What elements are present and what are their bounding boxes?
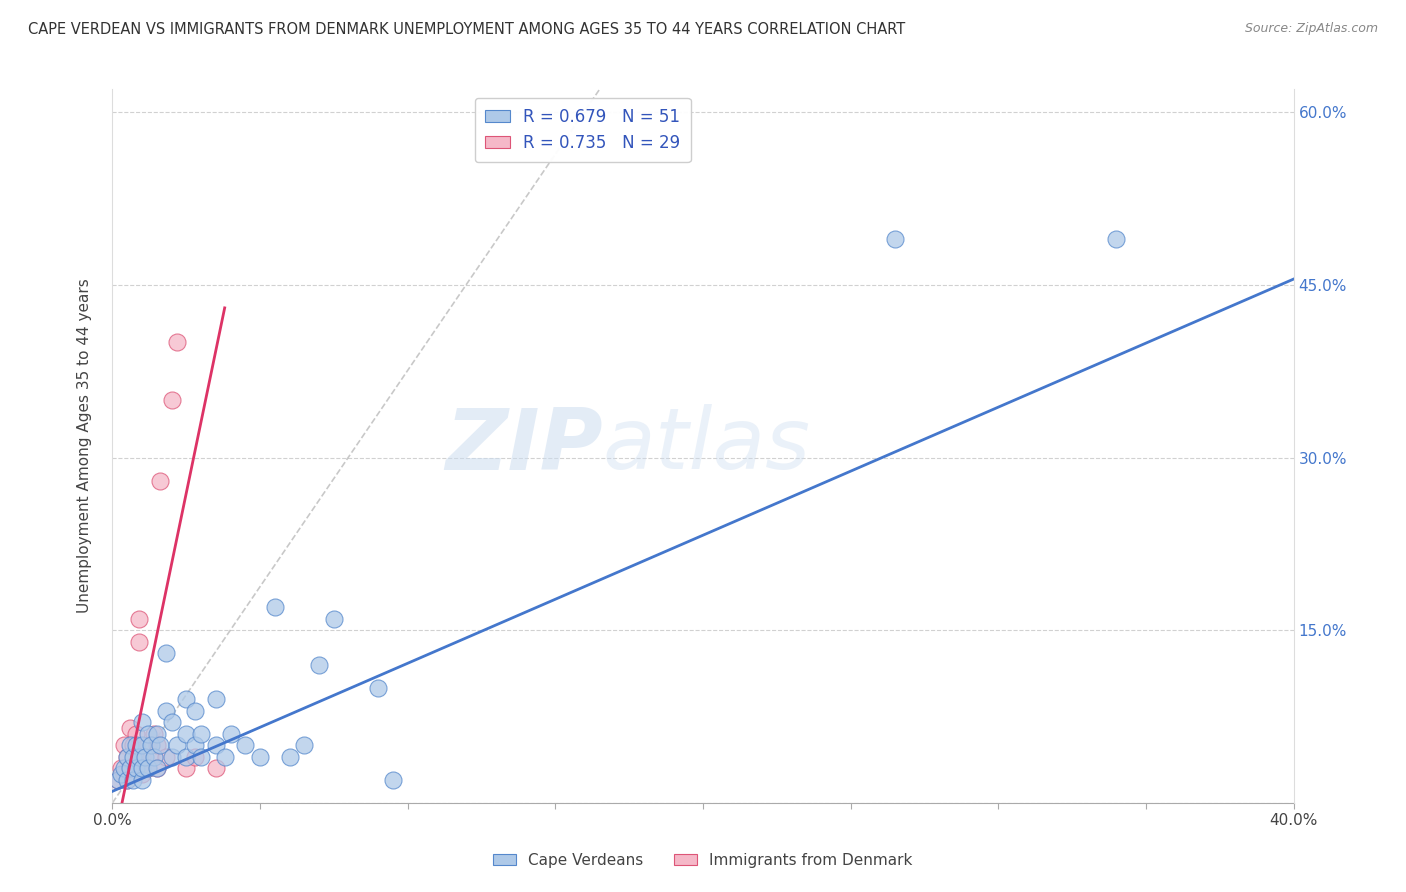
Point xyxy=(264,600,287,615)
Point xyxy=(160,392,183,407)
Point xyxy=(112,738,135,752)
Point xyxy=(174,692,197,706)
Point xyxy=(120,721,142,735)
Point xyxy=(184,704,207,718)
Point xyxy=(155,646,177,660)
Point xyxy=(125,727,148,741)
Point xyxy=(184,749,207,764)
Point xyxy=(107,772,129,787)
Point xyxy=(149,738,172,752)
Point xyxy=(128,612,150,626)
Point xyxy=(219,727,242,741)
Point xyxy=(166,335,188,350)
Point xyxy=(184,738,207,752)
Point xyxy=(120,761,142,775)
Point xyxy=(134,749,156,764)
Point xyxy=(110,767,132,781)
Point xyxy=(125,761,148,775)
Point xyxy=(155,749,177,764)
Point xyxy=(122,772,145,787)
Point xyxy=(205,692,228,706)
Point xyxy=(107,772,129,787)
Point xyxy=(142,727,165,741)
Point xyxy=(139,738,162,752)
Point xyxy=(139,749,162,764)
Point xyxy=(117,772,138,787)
Point xyxy=(131,767,153,781)
Point xyxy=(292,738,315,752)
Point xyxy=(131,749,153,764)
Point xyxy=(233,738,256,752)
Point xyxy=(160,715,183,730)
Point xyxy=(149,474,172,488)
Point xyxy=(146,761,169,775)
Point xyxy=(142,749,165,764)
Point xyxy=(278,749,301,764)
Point xyxy=(131,772,153,787)
Point xyxy=(205,761,228,775)
Text: Source: ZipAtlas.com: Source: ZipAtlas.com xyxy=(1244,22,1378,36)
Point xyxy=(190,727,212,741)
Legend: R = 0.679   N = 51, R = 0.735   N = 29: R = 0.679 N = 51, R = 0.735 N = 29 xyxy=(475,97,690,161)
Point xyxy=(1105,232,1128,246)
Y-axis label: Unemployment Among Ages 35 to 44 years: Unemployment Among Ages 35 to 44 years xyxy=(77,278,91,614)
Text: atlas: atlas xyxy=(603,404,811,488)
Text: CAPE VERDEAN VS IMMIGRANTS FROM DENMARK UNEMPLOYMENT AMONG AGES 35 TO 44 YEARS C: CAPE VERDEAN VS IMMIGRANTS FROM DENMARK … xyxy=(28,22,905,37)
Point xyxy=(131,761,153,775)
Point xyxy=(120,738,142,752)
Point xyxy=(174,727,197,741)
Point xyxy=(166,738,188,752)
Point xyxy=(146,738,169,752)
Point xyxy=(122,749,145,764)
Point xyxy=(112,767,135,781)
Point xyxy=(136,761,159,775)
Point xyxy=(205,738,228,752)
Point xyxy=(110,761,132,775)
Point xyxy=(146,761,169,775)
Point xyxy=(117,772,138,787)
Point xyxy=(131,738,153,752)
Point xyxy=(160,749,183,764)
Point xyxy=(112,761,135,775)
Point xyxy=(174,761,197,775)
Point xyxy=(174,749,197,764)
Point xyxy=(122,738,145,752)
Point xyxy=(308,657,330,672)
Point xyxy=(146,727,169,741)
Point xyxy=(382,772,405,787)
Point xyxy=(136,738,159,752)
Point xyxy=(190,749,212,764)
Point xyxy=(120,761,142,775)
Point xyxy=(131,715,153,730)
Point xyxy=(884,232,907,246)
Point xyxy=(155,704,177,718)
Point xyxy=(214,749,236,764)
Point xyxy=(323,612,346,626)
Point xyxy=(249,749,271,764)
Legend: Cape Verdeans, Immigrants from Denmark: Cape Verdeans, Immigrants from Denmark xyxy=(485,845,921,875)
Point xyxy=(367,681,389,695)
Point xyxy=(117,749,138,764)
Point xyxy=(122,767,145,781)
Point xyxy=(136,727,159,741)
Point xyxy=(128,634,150,648)
Point xyxy=(117,749,138,764)
Point xyxy=(125,761,148,775)
Point xyxy=(128,749,150,764)
Point xyxy=(125,738,148,752)
Point xyxy=(136,761,159,775)
Text: ZIP: ZIP xyxy=(444,404,603,488)
